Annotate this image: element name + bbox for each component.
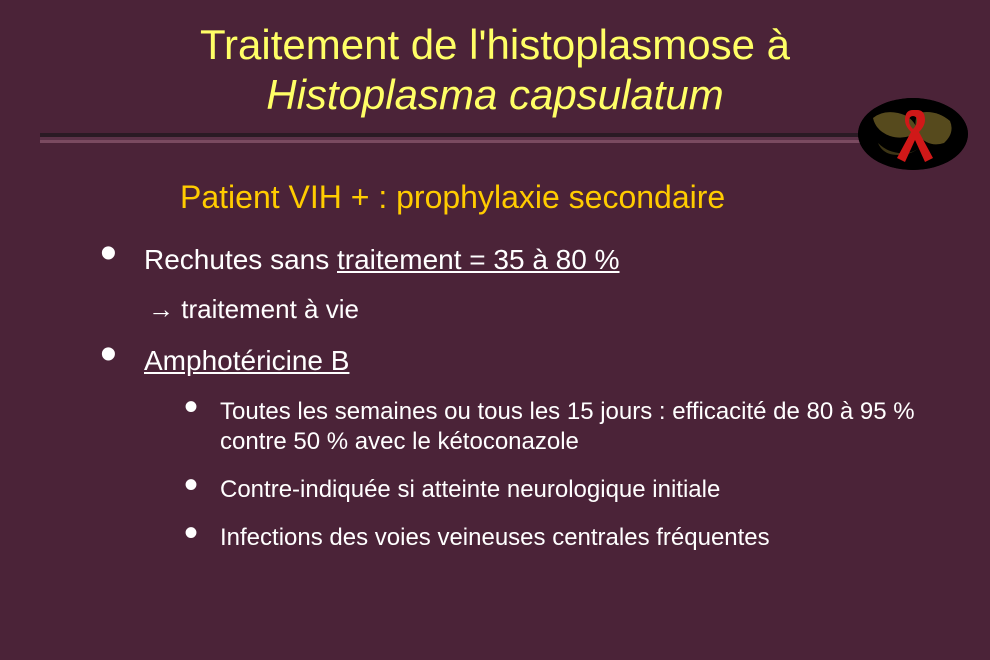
aids-ribbon-world-icon bbox=[858, 98, 968, 170]
slide: Traitement de l'histoplasmose à Histopla… bbox=[0, 0, 990, 660]
underlined-text: traitement = 35 à 80 % bbox=[337, 244, 620, 275]
text-span: Rechutes sans bbox=[144, 244, 337, 275]
list-item: Rechutes sans traitement = 35 à 80 % → t… bbox=[100, 244, 950, 325]
sub-bullet-text: Toutes les semaines ou tous les 15 jours… bbox=[220, 397, 950, 457]
followup-text: → traitement à vie bbox=[148, 294, 950, 325]
horizontal-rule bbox=[40, 133, 950, 143]
slide-title: Traitement de l'histoplasmose à Histopla… bbox=[40, 20, 950, 121]
sub-bullet-text: Contre-indiquée si atteinte neurologique… bbox=[220, 475, 950, 505]
sub-bullet-text: Infections des voies veineuses centrales… bbox=[220, 523, 950, 553]
bullet-list: Rechutes sans traitement = 35 à 80 % → t… bbox=[100, 244, 950, 553]
slide-subtitle: Patient VIH + : prophylaxie secondaire bbox=[180, 179, 950, 216]
title-line-2: Histoplasma capsulatum bbox=[40, 70, 950, 120]
underlined-text: Amphotéricine B bbox=[144, 345, 349, 376]
list-item: Contre-indiquée si atteinte neurologique… bbox=[184, 475, 950, 505]
list-item: Amphotéricine B Toutes les semaines ou t… bbox=[100, 345, 950, 553]
bullet-text: Rechutes sans traitement = 35 à 80 % bbox=[144, 244, 620, 275]
title-line-1: Traitement de l'histoplasmose à bbox=[40, 20, 950, 70]
list-item: Infections des voies veineuses centrales… bbox=[184, 523, 950, 553]
list-item: Toutes les semaines ou tous les 15 jours… bbox=[184, 397, 950, 457]
sub-bullet-list: Toutes les semaines ou tous les 15 jours… bbox=[184, 397, 950, 553]
